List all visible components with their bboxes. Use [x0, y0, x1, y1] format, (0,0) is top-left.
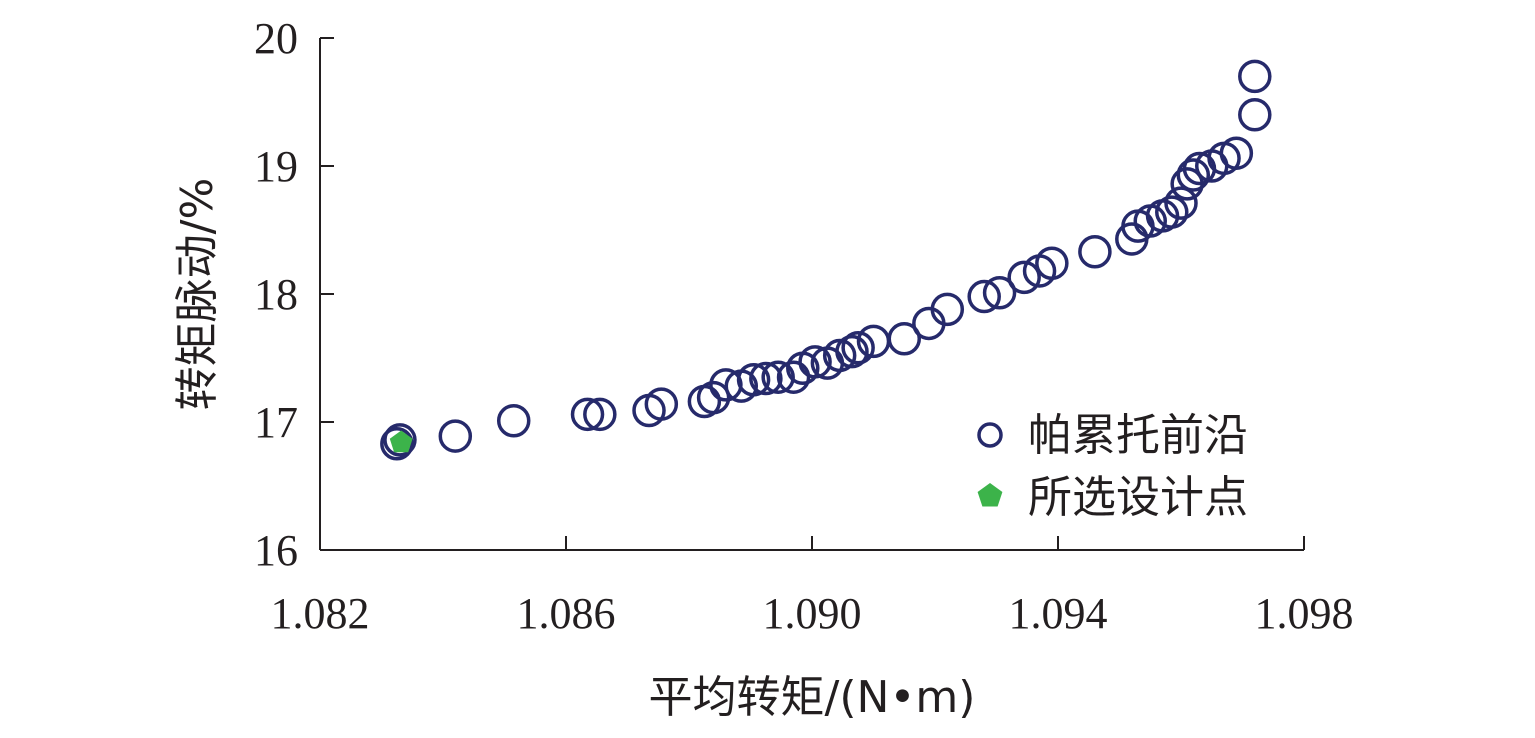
pareto-point — [1176, 158, 1211, 192]
pareto-point — [570, 397, 605, 432]
pareto-point — [1219, 136, 1254, 170]
data-points — [380, 59, 1272, 461]
pareto-point — [761, 360, 795, 394]
x-ticks: 1.082 1.086 1.090 1.094 1.098 — [271, 536, 1354, 638]
pareto-point — [383, 423, 417, 457]
pareto-point — [887, 322, 921, 356]
pareto-point — [967, 279, 1001, 314]
legend-marker-selected — [977, 483, 1003, 507]
plot-area: 16 17 18 19 20 1.082 1.086 1.090 1.094 1.098 — [254, 14, 1354, 638]
legend: 帕累托前沿 所选设计点 — [977, 410, 1248, 523]
pareto-point — [835, 334, 869, 369]
pareto-point — [1035, 246, 1069, 281]
pareto-point — [930, 292, 965, 327]
y-ticks: 16 17 18 19 20 — [254, 14, 334, 575]
pareto-point — [736, 363, 771, 397]
pareto-point — [1164, 186, 1198, 220]
pareto-point — [496, 403, 531, 438]
pareto-point — [644, 387, 679, 421]
pareto-point — [982, 275, 1017, 310]
pareto-point — [1078, 235, 1112, 269]
y-tick-label: 16 — [254, 526, 298, 575]
x-tick-label: 1.098 — [1255, 589, 1354, 638]
y-tick-label: 18 — [254, 270, 298, 319]
y-tick-label: 17 — [254, 398, 298, 447]
x-tick-label: 1.086 — [517, 589, 616, 638]
legend-label-selected: 所选设计点 — [1028, 472, 1248, 523]
x-axis-title: 平均转矩/(N•m) — [649, 672, 976, 723]
pareto-point — [438, 419, 473, 453]
y-tick-label: 20 — [254, 14, 298, 63]
legend-label-pareto: 帕累托前沿 — [1028, 410, 1248, 461]
y-axis-title: 转矩脉动/% — [172, 178, 223, 411]
pareto-point — [798, 345, 832, 379]
pareto-point — [749, 361, 783, 396]
pareto-point — [1155, 195, 1189, 229]
pareto-point — [1238, 59, 1272, 94]
selected-design-point — [389, 430, 413, 453]
legend-marker-pareto — [977, 422, 1003, 448]
x-tick-label: 1.082 — [271, 589, 370, 638]
pareto-point — [380, 427, 414, 461]
pareto-point — [1007, 260, 1041, 295]
x-tick-label: 1.090 — [763, 589, 862, 638]
y-tick-label: 19 — [254, 142, 298, 191]
pareto-point — [1238, 98, 1272, 132]
pareto-point — [841, 331, 875, 365]
pareto-point — [583, 397, 617, 432]
pareto-point — [696, 380, 731, 415]
x-tick-label: 1.094 — [1009, 589, 1108, 638]
